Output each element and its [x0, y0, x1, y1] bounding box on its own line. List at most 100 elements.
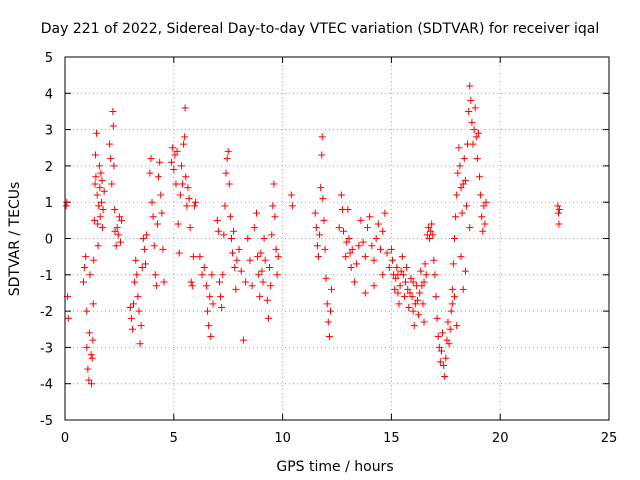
data-point — [272, 245, 280, 253]
data-point — [361, 253, 369, 261]
y-tick-label: -1 — [40, 269, 53, 284]
data-point — [202, 282, 210, 290]
data-point — [313, 242, 321, 250]
data-point — [407, 274, 415, 282]
data-point — [425, 235, 433, 242]
data-point — [451, 293, 459, 301]
data-point — [458, 209, 466, 217]
data-point — [233, 256, 241, 264]
data-point — [128, 325, 136, 333]
data-point — [140, 245, 148, 253]
data-point — [127, 314, 135, 322]
data-point — [403, 264, 411, 272]
data-point — [158, 209, 166, 217]
data-point — [188, 282, 196, 290]
data-point — [319, 195, 327, 203]
data-point — [472, 133, 480, 141]
data-point — [446, 325, 454, 333]
data-point — [257, 249, 265, 257]
data-point — [157, 191, 165, 199]
data-point — [462, 202, 470, 210]
data-point — [62, 202, 70, 210]
data-point — [225, 180, 233, 188]
tick-labels: -5 -4 -3 -2 -1 0 1 2 3 4 5 0 5 10 15 20 25 — [40, 51, 617, 446]
data-point — [192, 198, 200, 206]
data-point — [98, 224, 106, 232]
data-point — [134, 293, 142, 301]
data-point — [448, 285, 456, 293]
data-point — [174, 220, 182, 228]
data-point — [411, 300, 419, 308]
data-point — [357, 216, 365, 224]
data-point — [107, 155, 115, 163]
data-point — [459, 180, 467, 188]
y-tick-label: -4 — [40, 378, 53, 393]
data-point — [395, 300, 403, 308]
data-point — [264, 314, 272, 322]
data-point — [63, 198, 71, 206]
data-point — [467, 97, 475, 105]
data-point — [94, 220, 102, 228]
data-point — [345, 235, 353, 242]
data-point — [150, 242, 158, 250]
data-point — [242, 278, 250, 286]
data-point — [83, 307, 91, 315]
data-point — [410, 322, 418, 330]
data-point — [323, 300, 331, 308]
data-point — [96, 184, 104, 192]
data-point — [267, 282, 275, 290]
data-point — [451, 235, 459, 242]
data-point — [448, 300, 456, 308]
data-point — [353, 260, 361, 268]
data-point — [268, 231, 276, 239]
data-point — [92, 173, 100, 181]
x-tick-label: 25 — [601, 431, 618, 446]
data-point — [90, 216, 98, 224]
data-point — [393, 264, 401, 272]
data-point — [409, 307, 417, 315]
data-point — [377, 245, 385, 253]
data-point — [346, 249, 354, 257]
y-tick-label: -3 — [40, 341, 53, 356]
data-point — [359, 238, 367, 246]
data-point — [394, 271, 402, 279]
data-point — [287, 191, 295, 199]
x-tick-label: 5 — [170, 431, 178, 446]
data-point — [168, 158, 176, 166]
data-point — [230, 227, 238, 235]
data-point — [397, 267, 405, 275]
data-point — [250, 224, 258, 232]
data-point — [355, 242, 363, 250]
data-point — [175, 249, 183, 257]
data-point — [422, 271, 430, 279]
data-point — [266, 264, 274, 272]
data-point — [155, 173, 163, 181]
data-point — [111, 227, 119, 235]
data-point — [370, 256, 378, 264]
data-point — [252, 209, 260, 217]
data-point — [335, 224, 343, 232]
data-point — [317, 184, 325, 192]
data-point — [449, 260, 457, 268]
data-point — [370, 282, 378, 290]
x-tick-label: 20 — [492, 431, 509, 446]
data-point — [177, 162, 185, 170]
data-point — [97, 169, 105, 177]
data-point — [180, 140, 188, 148]
data-point — [160, 278, 168, 286]
data-point — [466, 82, 474, 90]
data-point — [478, 213, 486, 221]
data-point — [239, 336, 247, 344]
x-tick-label: 0 — [61, 431, 69, 446]
data-point — [350, 278, 358, 286]
data-point — [325, 333, 333, 341]
data-point — [143, 231, 151, 239]
data-point — [361, 289, 369, 297]
data-point — [321, 245, 329, 253]
data-point — [232, 285, 240, 293]
data-point — [427, 227, 435, 235]
data-point — [409, 278, 417, 286]
data-point — [133, 271, 141, 279]
data-point — [89, 336, 97, 344]
data-point — [87, 351, 95, 359]
